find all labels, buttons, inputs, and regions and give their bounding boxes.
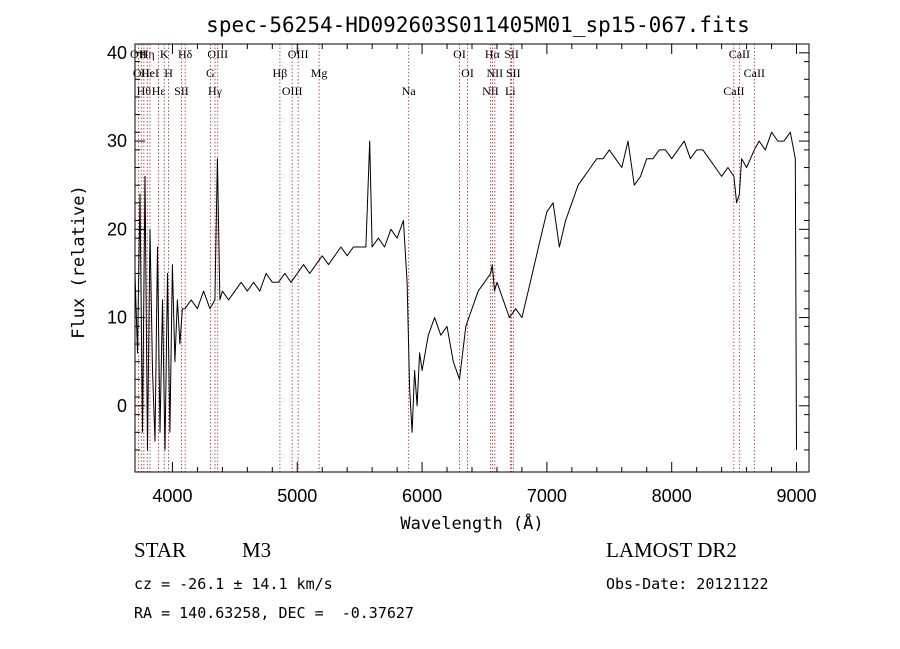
y-tick-label: 10	[107, 308, 127, 328]
object-class: STAR	[134, 538, 186, 562]
line-marker-label: Hη	[140, 47, 155, 61]
ra-dec-coordinates: RA = 140.63258, DEC = -0.37627	[134, 604, 414, 622]
x-tick-label: 4000	[152, 486, 192, 506]
line-marker-label: Hθ	[137, 84, 152, 98]
line-marker-label: CaII	[729, 47, 750, 61]
line-marker-label: SII	[506, 66, 521, 80]
line-marker-label: SII	[174, 84, 189, 98]
line-marker-label: Hβ	[273, 66, 288, 80]
spectrum-line	[134, 131, 797, 451]
axis-ticks: 4000 5000 6000 7000 8000 9000 0 10 20 30 40	[107, 43, 817, 506]
line-marker-label: OI	[453, 47, 466, 61]
line-marker-label: OIII	[288, 47, 309, 61]
y-tick-label: 20	[107, 219, 127, 239]
line-marker-label: Li	[505, 84, 516, 98]
y-tick-label: 0	[117, 396, 127, 416]
line-marker-label: OIII	[207, 47, 228, 61]
line-marker-label: CaII	[744, 66, 765, 80]
line-marker-label: Hδ	[178, 47, 193, 61]
redshift-velocity: cz = -26.1 ± 14.1 km/s	[134, 575, 333, 593]
line-marker-label: CaII	[723, 84, 744, 98]
plot-frame	[134, 43, 810, 473]
x-tick-label: 5000	[277, 486, 317, 506]
line-marker-label: SII	[504, 47, 519, 61]
y-tick-label: 40	[107, 43, 127, 63]
line-marker-label: H	[164, 66, 173, 80]
spectrum-series	[134, 131, 797, 451]
line-marker-label: OII	[130, 47, 147, 61]
line-marker-label: Hε	[152, 84, 166, 98]
x-tick-label: 6000	[402, 486, 442, 506]
line-marker-label: NII	[487, 66, 504, 80]
line-marker-label: Na	[402, 84, 417, 98]
x-tick-label: 8000	[652, 486, 692, 506]
x-tick-label: 7000	[527, 486, 567, 506]
x-axis-label: Wavelength (Å)	[400, 512, 543, 534]
y-tick-label: 30	[107, 131, 127, 151]
line-marker-label: G	[206, 66, 215, 80]
chart-title: spec-56254-HD092603S011405M01_sp15-067.f…	[206, 13, 750, 37]
line-marker-label: HeI	[141, 66, 159, 80]
line-marker-label: OII	[133, 66, 150, 80]
line-marker-label: Hγ	[208, 84, 223, 98]
line-marker-label: NII	[482, 84, 499, 98]
observation-date: Obs-Date: 20121122	[606, 575, 769, 593]
y-axis-label: Flux (relative)	[69, 185, 89, 339]
x-tick-label: 9000	[776, 486, 816, 506]
survey-name: LAMOST DR2	[606, 538, 737, 562]
line-marker-label: Mg	[311, 66, 328, 80]
line-marker-label: K	[160, 47, 169, 61]
line-markers: OIIOIIHθHηHeIHεKHSIIHδGHγOIIIHβOIIIOIIIM…	[130, 44, 765, 472]
line-marker-label: OIII	[282, 84, 303, 98]
line-marker-label: OI	[461, 66, 474, 80]
line-marker-label: Hα	[485, 47, 501, 61]
object-subclass: M3	[242, 538, 272, 562]
